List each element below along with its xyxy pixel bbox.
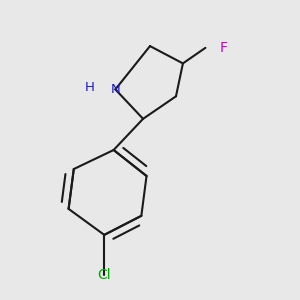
Text: N: N — [110, 83, 120, 96]
Text: H: H — [84, 81, 94, 94]
Text: Cl: Cl — [98, 268, 111, 282]
Text: F: F — [219, 41, 227, 55]
